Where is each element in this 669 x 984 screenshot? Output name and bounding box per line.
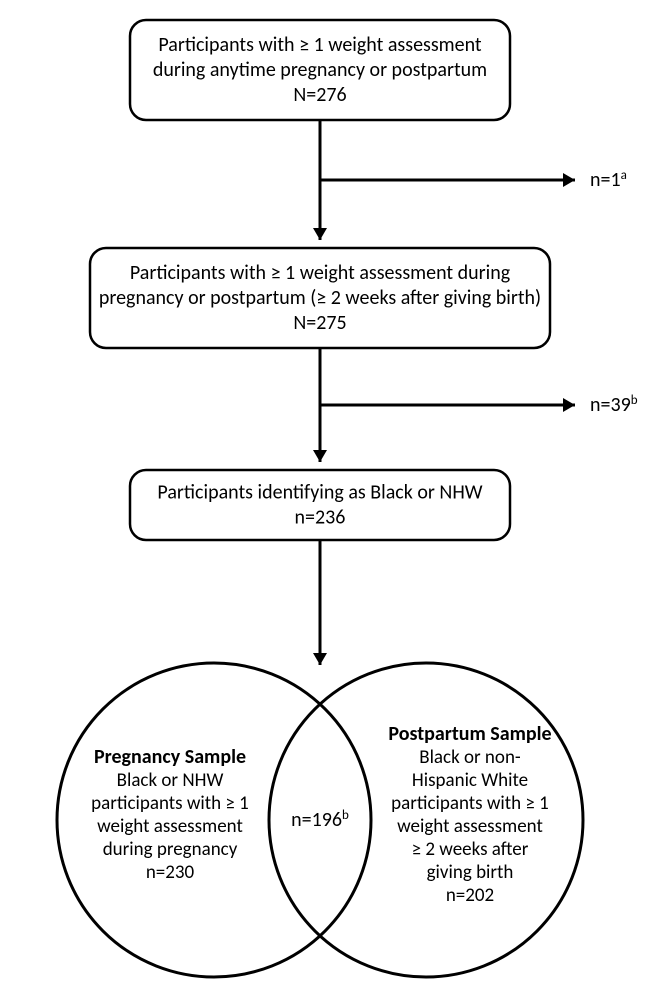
exclusion-label-1: n=1a bbox=[590, 168, 627, 193]
box-3-line: n=236 bbox=[295, 506, 346, 530]
venn-right-line: giving birth bbox=[427, 861, 514, 884]
venn-right-line: weight assessment bbox=[397, 815, 543, 838]
venn-left-line: participants with ≥ 1 bbox=[91, 792, 249, 815]
venn-overlap-label: n=196b bbox=[291, 808, 349, 833]
venn-right-line: participants with ≥ 1 bbox=[391, 792, 549, 815]
box-2-line: pregnancy or postpartum (≥ 2 weeks after… bbox=[99, 286, 541, 310]
box-2-line: Participants with ≥ 1 weight assessment … bbox=[130, 261, 511, 285]
venn-left-title: Pregnancy Sample bbox=[94, 745, 246, 769]
venn-right-line: Hispanic White bbox=[412, 769, 528, 792]
venn-right-line: Black or non- bbox=[419, 746, 521, 769]
venn-right-line: ≥ 2 weeks after bbox=[412, 838, 529, 861]
box-1-line: during anytime pregnancy or postpartum bbox=[153, 58, 487, 82]
venn-right-line: n=202 bbox=[446, 884, 494, 907]
box-1-line: Participants with ≥ 1 weight assessment bbox=[158, 33, 482, 57]
venn-left-line: n=230 bbox=[146, 861, 195, 884]
venn-left-line: during pregnancy bbox=[103, 838, 238, 861]
exclusion-label-2: n=39b bbox=[590, 393, 638, 418]
venn-right-title: Postpartum Sample bbox=[388, 722, 551, 746]
box-2-line: N=275 bbox=[293, 311, 346, 335]
venn-left-line: Black or NHW bbox=[117, 769, 224, 792]
flowchart-svg: Participants with ≥ 1 weight assessmentd… bbox=[0, 0, 669, 984]
box-3-line: Participants identifying as Black or NHW bbox=[157, 481, 482, 505]
box-1-line: N=276 bbox=[293, 83, 346, 107]
venn-left-line: weight assessment bbox=[97, 815, 243, 838]
